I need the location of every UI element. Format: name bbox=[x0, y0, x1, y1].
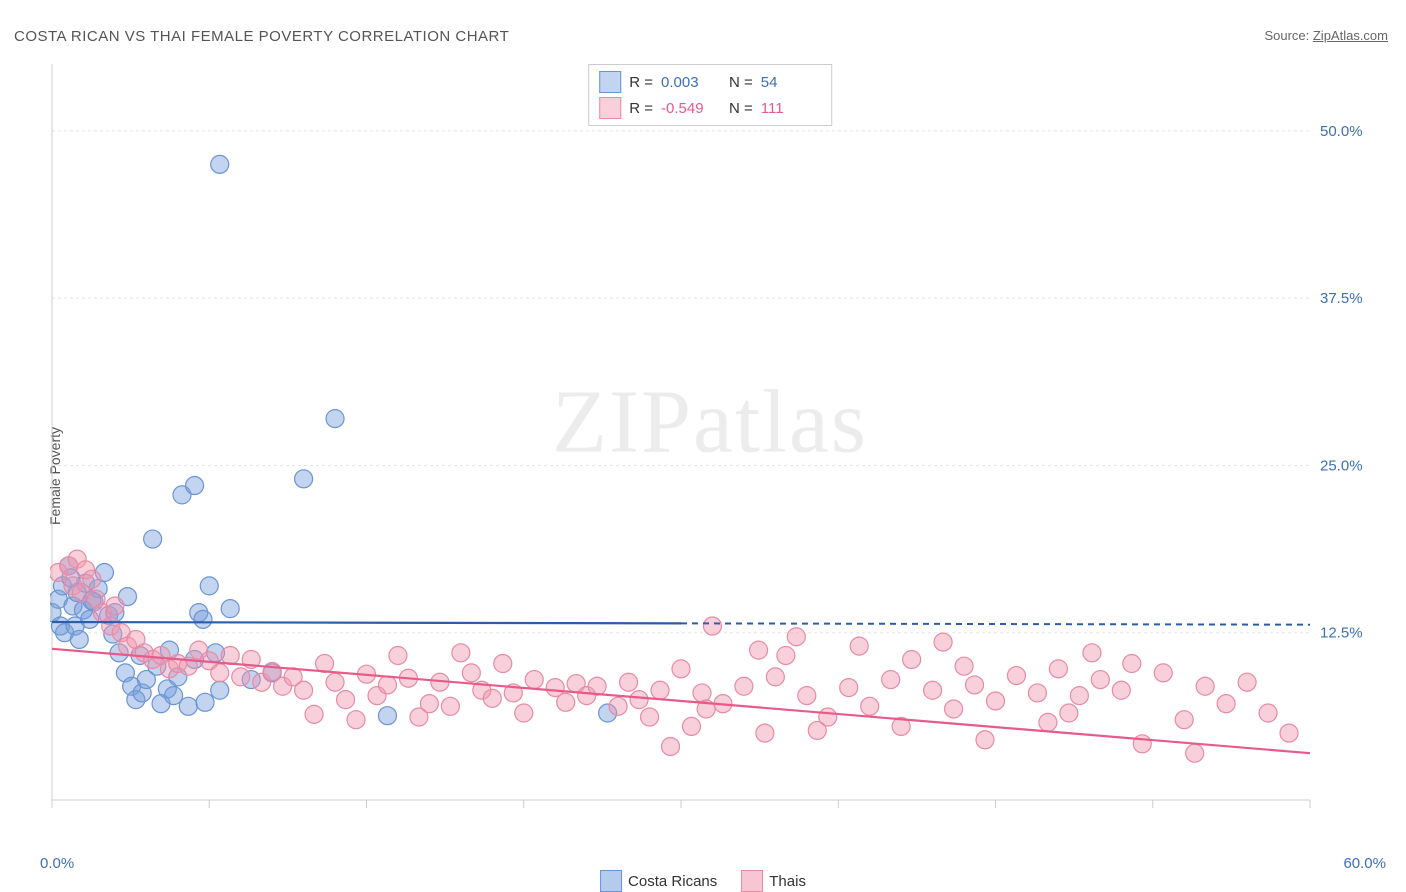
bottom-legend: Costa Ricans Thais bbox=[600, 870, 806, 892]
stats-row-thai: R = -0.549 N = 111 bbox=[599, 95, 821, 121]
legend-swatch-costa-ricans bbox=[600, 870, 622, 892]
stats-legend-box: R = 0.003 N = 54 R = -0.549 N = 111 bbox=[588, 64, 832, 126]
legend-swatch-thais bbox=[741, 870, 763, 892]
chart-title: COSTA RICAN VS THAI FEMALE POVERTY CORRE… bbox=[14, 28, 509, 45]
svg-text:50.0%: 50.0% bbox=[1320, 123, 1363, 140]
svg-text:12.5%: 12.5% bbox=[1320, 625, 1363, 642]
swatch-costa-rican bbox=[599, 71, 621, 93]
plot-area: 12.5%25.0%37.5%50.0% ZIPatlas R = 0.003 … bbox=[50, 60, 1370, 830]
n-value-0: 54 bbox=[761, 74, 821, 91]
n-label-1: N = bbox=[729, 100, 753, 117]
r-label-0: R = bbox=[629, 74, 653, 91]
scatter-plot-svg: 12.5% 25.0% 37.5% 50.0% bbox=[50, 60, 1370, 830]
x-axis-right-label: 60.0% bbox=[1343, 855, 1386, 872]
x-axis-left-label: 0.0% bbox=[40, 855, 74, 872]
legend-label-costa-ricans: Costa Ricans bbox=[628, 873, 717, 890]
source-prefix: Source: bbox=[1264, 28, 1312, 43]
legend-item-thais: Thais bbox=[741, 870, 806, 892]
legend-label-thais: Thais bbox=[769, 873, 806, 890]
svg-text:25.0%: 25.0% bbox=[1320, 457, 1363, 474]
r-label-1: R = bbox=[629, 100, 653, 117]
swatch-thai bbox=[599, 97, 621, 119]
source-link[interactable]: ZipAtlas.com bbox=[1313, 28, 1388, 43]
svg-text:37.5%: 37.5% bbox=[1320, 290, 1363, 307]
source-attribution: Source: ZipAtlas.com bbox=[1264, 28, 1388, 43]
n-label-0: N = bbox=[729, 74, 753, 91]
r-value-0: 0.003 bbox=[661, 74, 721, 91]
legend-item-costa-ricans: Costa Ricans bbox=[600, 870, 717, 892]
r-value-1: -0.549 bbox=[661, 100, 721, 117]
chart-container: Female Poverty 12.5%25.0%37.5%50.0% ZIPa… bbox=[0, 60, 1406, 892]
n-value-1: 111 bbox=[761, 100, 821, 117]
stats-row-costa-rican: R = 0.003 N = 54 bbox=[599, 69, 821, 95]
